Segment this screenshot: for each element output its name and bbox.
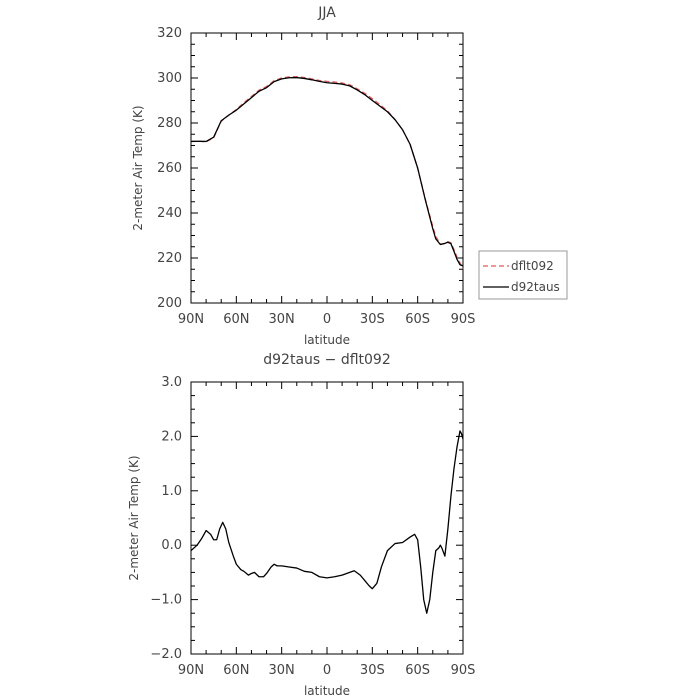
top-y-tick-label: 240	[157, 206, 182, 221]
bottom-y-tick-label: 2.0	[161, 429, 182, 444]
bottom-x-tick-label: 30N	[269, 663, 295, 678]
bottom-y-tick-label: −2.0	[150, 647, 182, 662]
top-axis-ticks	[190, 32, 464, 304]
top-x-tick-label: 60S	[405, 312, 430, 327]
top-plot-frame	[190, 32, 464, 304]
bottom-y-tick-label: −1.0	[150, 593, 182, 608]
top-x-tick-label: 90N	[178, 312, 204, 327]
bottom-y-tick-labels: −2.0 −1.0 0.0 1.0 2.0 3.0	[150, 375, 182, 662]
top-chart-title: JJA	[317, 5, 336, 21]
top-x-tick-label: 60N	[223, 312, 249, 327]
top-x-tick-labels: 90N 60N 30N 0 30S 60S 90S	[178, 312, 476, 327]
top-y-axis-label: 2-meter Air Temp (K)	[131, 105, 145, 230]
bottom-chart-title: d92taus − dflt092	[263, 352, 390, 368]
legend: dflt092 d92taus	[478, 250, 568, 300]
top-y-tick-label: 280	[157, 116, 182, 131]
bottom-series-line-1	[190, 430, 464, 614]
bottom-x-axis-label: latitude	[304, 684, 350, 698]
bottom-x-tick-label: 60S	[405, 663, 430, 678]
bottom-y-tick-label: 1.0	[161, 484, 182, 499]
bottom-x-tick-label: 0	[323, 663, 331, 678]
bottom-y-tick-label: 0.0	[161, 538, 182, 553]
top-x-tick-label: 90S	[451, 312, 476, 327]
top-y-tick-label: 220	[157, 251, 182, 266]
top-series-line-d92taus	[190, 76, 464, 267]
top-y-tick-label: 320	[157, 26, 182, 41]
top-x-axis-label: latitude	[304, 333, 350, 347]
top-series-line-dflt092	[191, 76, 464, 269]
bottom-x-tick-label: 60N	[223, 663, 249, 678]
bottom-panel: d92taus − dflt092 −2.0 −1.0 0.0 1.0 2.0 3.0 9…	[127, 352, 475, 698]
top-y-tick-label: 200	[157, 296, 182, 311]
top-x-tick-label: 0	[323, 312, 331, 327]
top-y-tick-labels: 200 220 240 260 280 300 320	[157, 26, 182, 311]
top-y-tick-label: 260	[157, 161, 182, 176]
bottom-axis-ticks	[190, 381, 464, 655]
bottom-plot-frame	[190, 381, 464, 655]
legend-label-d92taus: d92taus	[511, 280, 560, 294]
top-x-tick-label: 30N	[269, 312, 295, 327]
bottom-y-axis-label: 2-meter Air Temp (K)	[127, 455, 141, 580]
top-y-tick-label: 300	[157, 71, 182, 86]
bottom-series-lines	[190, 430, 464, 614]
bottom-x-tick-label: 30S	[360, 663, 385, 678]
bottom-y-tick-label: 3.0	[161, 375, 182, 390]
legend-box	[478, 250, 568, 300]
bottom-x-tick-label: 90S	[451, 663, 476, 678]
bottom-x-tick-labels: 90N 60N 30N 0 30S 60S 90S	[178, 663, 476, 678]
top-x-tick-label: 30S	[360, 312, 385, 327]
legend-label-dflt092: dflt092	[511, 259, 554, 273]
top-panel: JJA 200 220 240 260 280 300 320 90N 60N 30N 0 30S 6…	[131, 5, 475, 347]
top-series-lines	[190, 76, 464, 269]
bottom-x-tick-label: 90N	[178, 663, 204, 678]
